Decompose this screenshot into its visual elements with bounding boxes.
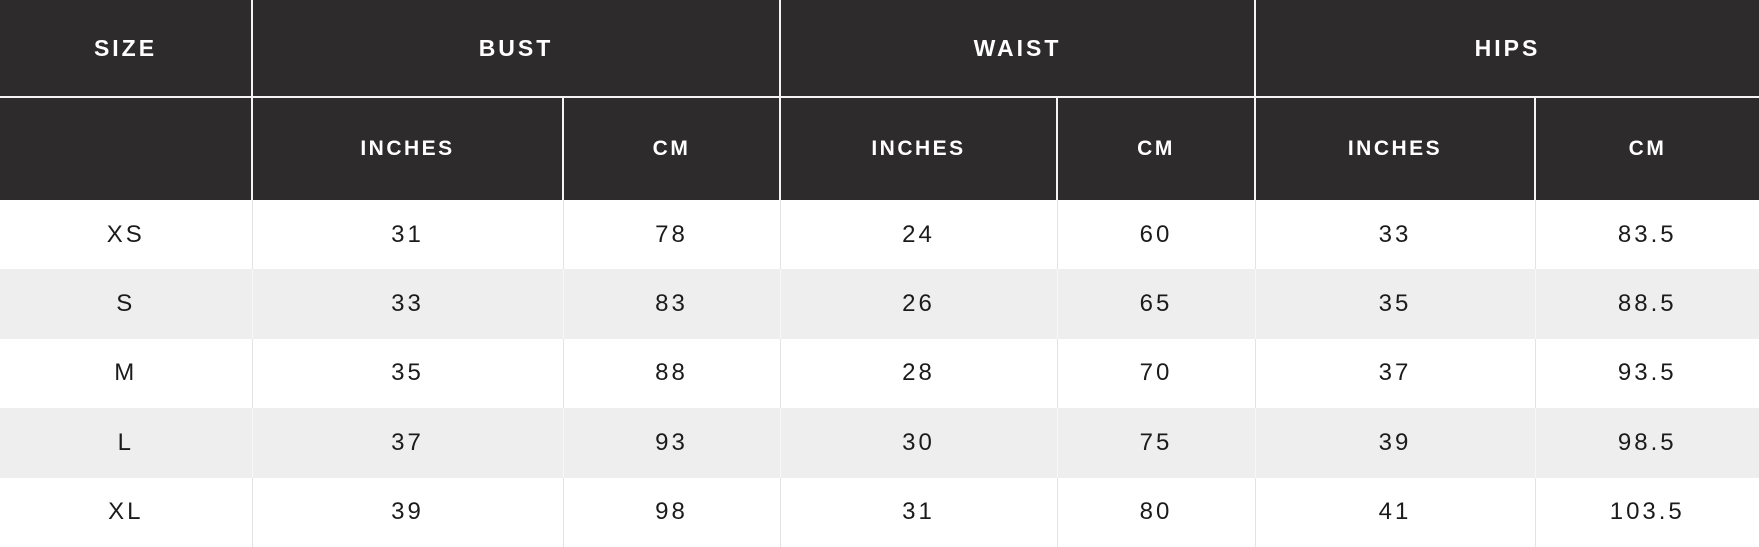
measurement-cell: 37 [251,408,563,478]
measurement-cell: 37 [1254,338,1535,409]
measurement-cell: 98 [562,477,780,547]
measurement-cell: 65 [1056,269,1255,339]
measurement-cell: 33 [251,269,563,339]
measurement-cell: 24 [779,200,1057,270]
table-row-m: M 35 88 28 70 37 93.5 [0,338,1759,409]
header-waist-cm: CM [1056,97,1255,200]
measurement-cell: 39 [251,477,563,547]
measurement-cell: 83 [562,269,780,339]
measurement-cell: 88.5 [1534,269,1759,339]
size-cell: L [0,408,252,478]
header-waist: WAIST [779,0,1255,98]
measurement-cell: 83.5 [1534,200,1759,270]
measurement-cell: 78 [562,200,780,270]
header-waist-inches: INCHES [779,97,1057,200]
measurement-cell: 93 [562,408,780,478]
header-hips-cm: CM [1534,97,1759,200]
measurement-cell: 75 [1056,408,1255,478]
measurement-cell: 41 [1254,477,1535,547]
measurement-cell: 93.5 [1534,338,1759,409]
header-size: SIZE [0,0,252,98]
measurement-cell: 39 [1254,408,1535,478]
measurement-cell: 35 [251,338,563,409]
header-hips: HIPS [1254,0,1759,98]
size-cell: XL [0,477,252,547]
measurement-cell: 28 [779,338,1057,409]
measurement-cell: 60 [1056,200,1255,270]
header-hips-inches: INCHES [1254,97,1535,200]
size-cell: XS [0,200,252,270]
size-cell: S [0,269,252,339]
measurement-cell: 98.5 [1534,408,1759,478]
size-cell: M [0,338,252,409]
measurement-cell: 26 [779,269,1057,339]
header-bust-cm: CM [562,97,780,200]
table-row-s: S 33 83 26 65 35 88.5 [0,269,1759,339]
table-row-l: L 37 93 30 75 39 98.5 [0,408,1759,478]
empty-header-cell [0,97,252,200]
measurement-cell: 80 [1056,477,1255,547]
measurement-cell: 33 [1254,200,1535,270]
measurement-cell: 103.5 [1534,477,1759,547]
measurement-cell: 31 [251,200,563,270]
measurement-cell: 35 [1254,269,1535,339]
header-unit-row: INCHES CM INCHES CM INCHES CM [0,97,1759,200]
table-row-xl: XL 39 98 31 80 41 103.5 [0,477,1759,547]
measurement-cell: 30 [779,408,1057,478]
header-bust-inches: INCHES [251,97,563,200]
header-group-row: SIZE BUST WAIST HIPS [0,0,1759,98]
measurement-cell: 88 [562,338,780,409]
measurement-cell: 70 [1056,338,1255,409]
table-row-xs: XS 31 78 24 60 33 83.5 [0,200,1759,270]
header-bust: BUST [251,0,780,98]
measurement-cell: 31 [779,477,1057,547]
